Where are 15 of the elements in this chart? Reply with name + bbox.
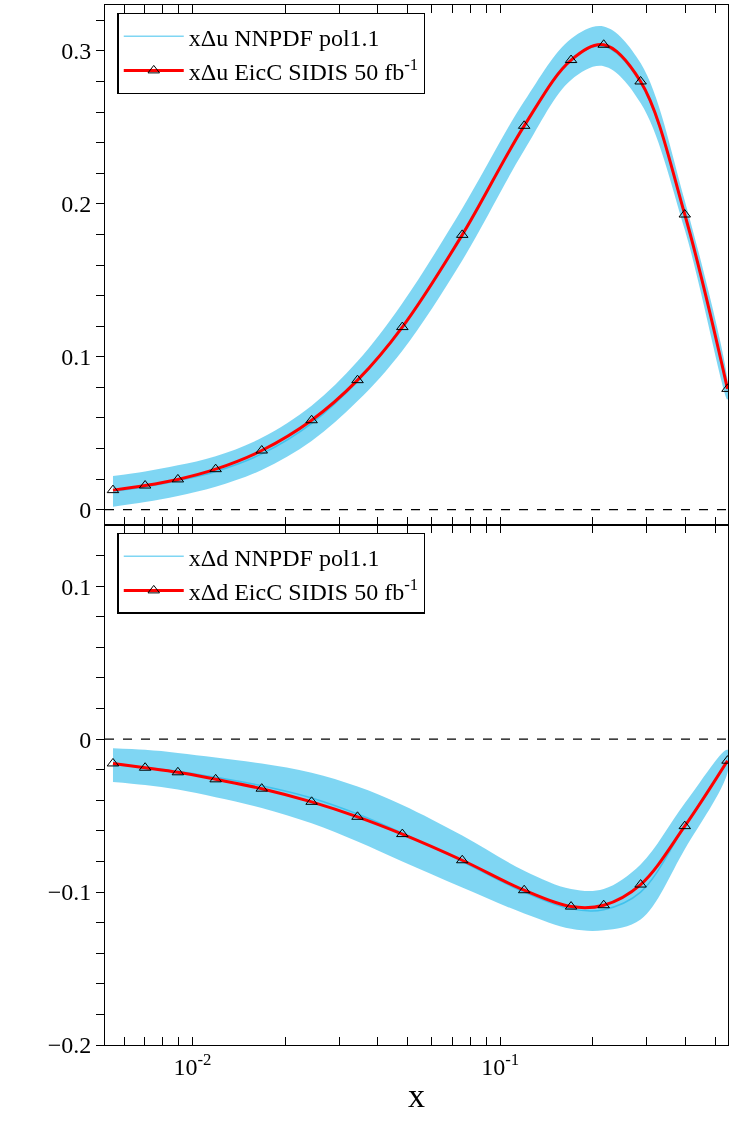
- legend-label: xΔu NNPDF pol1.1: [188, 24, 380, 51]
- y-tick-label: 0: [79, 726, 92, 753]
- y-tick-label: 0.3: [61, 38, 92, 65]
- y-tick-label: 0.1: [61, 573, 92, 600]
- legend-label: xΔd EicC SIDIS 50 fb$^{-1}$: [188, 574, 419, 605]
- y-tick-label: 0.2: [61, 191, 92, 218]
- x-tick-label: 10$^{-2}$: [173, 1049, 212, 1080]
- y-tick-label: 0.1: [61, 344, 92, 371]
- y-tick-label: −0.1: [47, 879, 92, 906]
- y-tick-label: 0: [79, 497, 92, 524]
- legend-label: xΔd NNPDF pol1.1: [188, 544, 380, 571]
- x-axis-title: x: [408, 1077, 425, 1115]
- legend-label: xΔu EicC SIDIS 50 fb$^{-1}$: [188, 54, 419, 85]
- y-tick-label: −0.2: [47, 1032, 92, 1059]
- x-tick-label: 10$^{-1}$: [481, 1049, 520, 1080]
